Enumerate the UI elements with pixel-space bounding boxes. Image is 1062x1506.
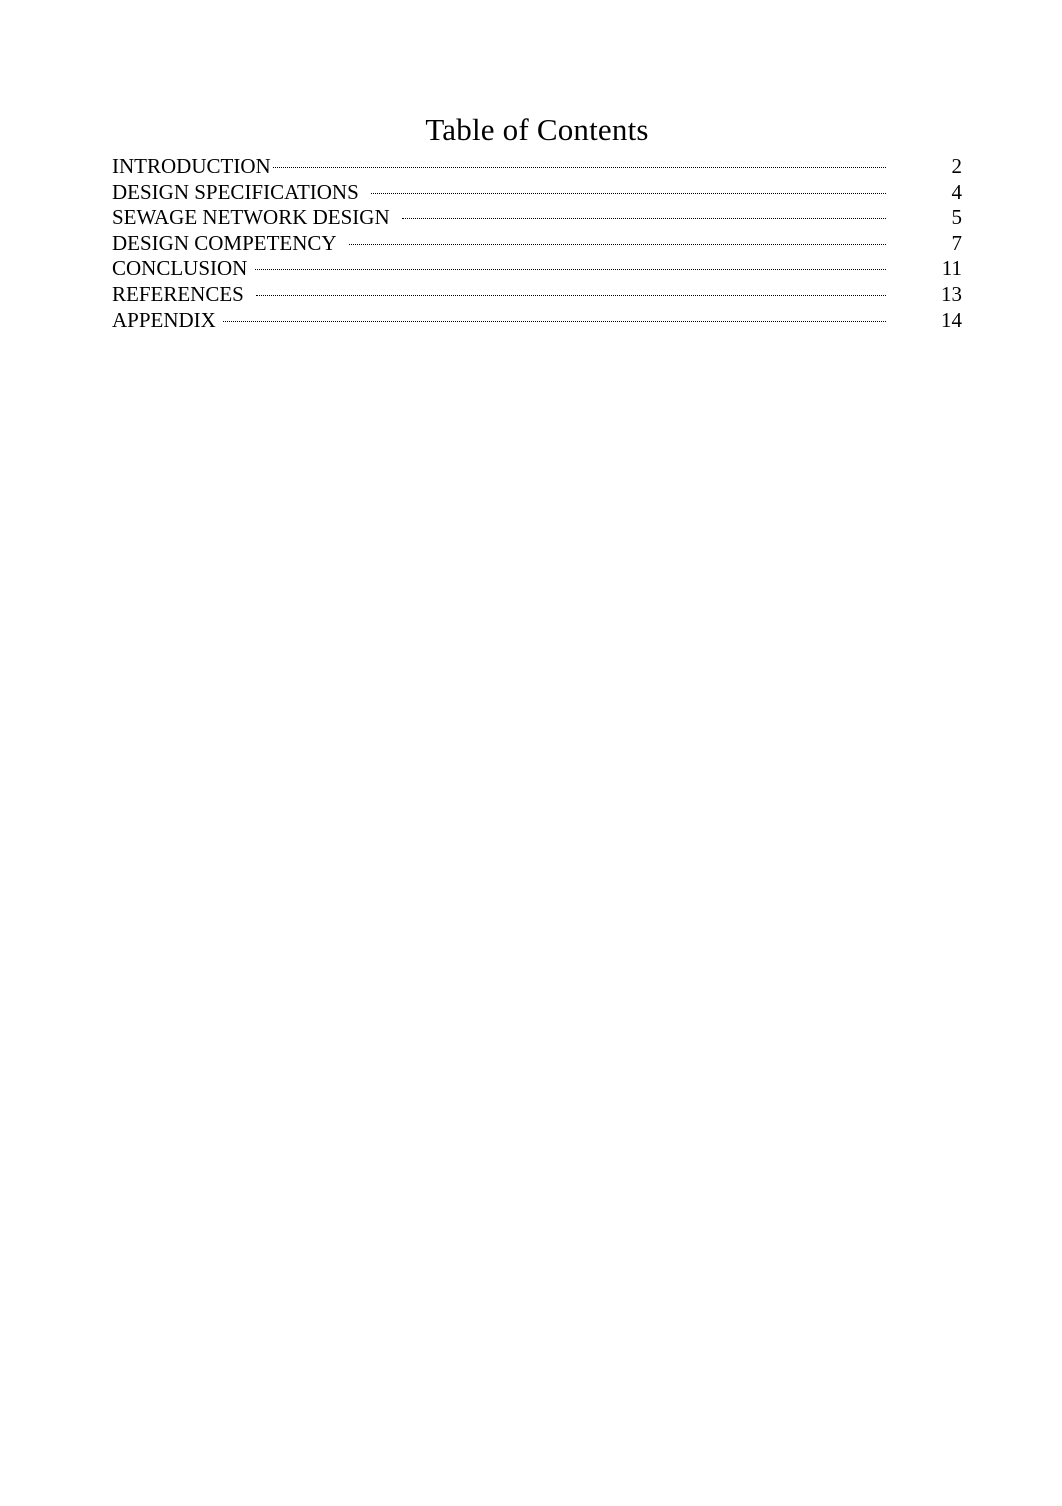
toc-entry: APPENDIX 14	[112, 308, 962, 334]
toc-entry-page: 13	[932, 282, 962, 308]
toc-leader-dots	[273, 167, 886, 168]
toc-leader-dots	[402, 218, 886, 219]
toc-entry-label: DESIGN COMPETENCY	[112, 231, 337, 257]
document-page: Table of Contents INTRODUCTION 2 DESIGN …	[0, 0, 1062, 333]
toc-leader-dots	[256, 295, 886, 296]
toc-entry: REFERENCES 13	[112, 282, 962, 308]
toc-leader-dots	[349, 244, 886, 245]
toc-label-trailing-space	[247, 256, 252, 282]
toc-entry: DESIGN COMPETENCY 7	[112, 231, 962, 257]
toc-entry-label: INTRODUCTION	[112, 154, 271, 180]
toc-label-trailing-space	[244, 282, 255, 308]
toc-entry-label: CONCLUSION	[112, 256, 247, 282]
toc-label-trailing-space	[359, 180, 370, 206]
toc-entry-page: 5	[932, 205, 962, 231]
toc-entry-page: 2	[932, 154, 962, 180]
toc-entry: INTRODUCTION 2	[112, 154, 962, 180]
toc-leader-dots	[371, 193, 886, 194]
toc-entry-page: 11	[932, 256, 962, 282]
toc-list: INTRODUCTION 2 DESIGN SPECIFICATIONS 4 S…	[112, 154, 962, 333]
toc-title: Table of Contents	[112, 112, 962, 148]
toc-label-trailing-space	[337, 231, 348, 257]
toc-entry: DESIGN SPECIFICATIONS 4	[112, 180, 962, 206]
toc-entry-label: SEWAGE NETWORK DESIGN	[112, 205, 390, 231]
toc-label-trailing-space	[390, 205, 401, 231]
toc-entry-page: 4	[932, 180, 962, 206]
toc-entry-page: 7	[932, 231, 962, 257]
toc-entry-label: DESIGN SPECIFICATIONS	[112, 180, 359, 206]
toc-entry: CONCLUSION 11	[112, 256, 962, 282]
toc-label-trailing-space	[216, 308, 221, 334]
toc-entry-label: APPENDIX	[112, 308, 216, 334]
toc-leader-dots	[255, 269, 886, 270]
toc-leader-dots	[223, 321, 886, 322]
toc-entry: SEWAGE NETWORK DESIGN 5	[112, 205, 962, 231]
toc-entry-page: 14	[932, 308, 962, 334]
toc-entry-label: REFERENCES	[112, 282, 244, 308]
